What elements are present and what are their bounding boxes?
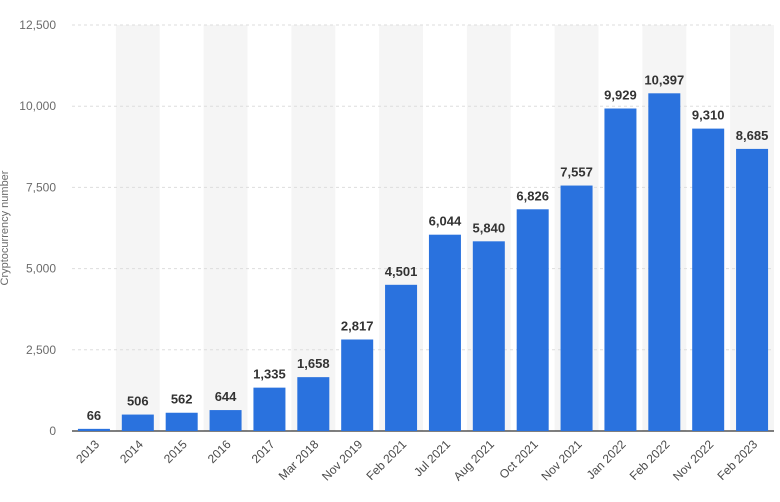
x-tick-label: Mar 2018 <box>276 437 322 483</box>
bar <box>472 241 505 431</box>
bar-value-label: 7,557 <box>560 165 593 180</box>
x-tick-label: 2014 <box>117 437 146 466</box>
x-tick-label: Nov 2021 <box>538 437 584 483</box>
bar-value-label: 9,310 <box>692 108 725 123</box>
bars <box>77 93 769 432</box>
bar <box>516 209 549 431</box>
bar-value-label: 1,658 <box>297 356 330 371</box>
category-band <box>203 25 248 431</box>
bar <box>736 148 769 431</box>
y-tick-label: 7,500 <box>26 180 56 194</box>
bar <box>692 128 725 431</box>
x-tick-label: 2013 <box>73 437 102 466</box>
x-tick-label: 2016 <box>205 437 234 466</box>
y-tick-label: 2,500 <box>26 343 56 357</box>
x-tick-label: 2015 <box>161 437 190 466</box>
bar-value-label: 10,397 <box>644 72 684 87</box>
bar <box>253 387 286 431</box>
y-tick-label: 12,500 <box>19 18 56 32</box>
bar-value-label: 9,929 <box>604 88 637 103</box>
bar <box>165 412 198 431</box>
x-tick-label: Oct 2021 <box>496 437 541 482</box>
value-labels: 66 506 562 644 1,335 1,658 2,817 4,501 6,044 5,84… <box>87 72 769 423</box>
bar-value-label: 6,044 <box>429 214 462 229</box>
x-tick-label: Feb 2022 <box>627 437 673 483</box>
bar-value-label: 644 <box>215 389 237 404</box>
bar-value-label: 5,840 <box>473 220 506 235</box>
bar <box>77 428 110 431</box>
category-band <box>291 25 336 431</box>
y-axis-ticks: 0 2,500 5,000 7,500 10,000 12,500 <box>19 18 56 438</box>
x-tick-label: 2017 <box>249 437 278 466</box>
x-tick-label: Feb 2021 <box>363 437 409 483</box>
bar-value-label: 8,685 <box>736 128 769 143</box>
y-axis-title: Cryptocurrency number <box>0 170 11 285</box>
bar <box>604 108 637 432</box>
bar <box>297 377 330 431</box>
x-tick-label: Jul 2021 <box>411 437 453 479</box>
category-band <box>115 25 160 431</box>
bar-value-label: 2,817 <box>341 319 374 334</box>
y-tick-label: 5,000 <box>26 262 56 276</box>
bar <box>341 339 374 431</box>
bar <box>121 414 154 431</box>
bar-value-label: 562 <box>171 392 193 407</box>
x-tick-label: Jan 2022 <box>584 437 629 482</box>
y-tick-label: 10,000 <box>19 99 56 113</box>
bar-value-label: 6,826 <box>516 188 549 203</box>
bar <box>560 185 593 431</box>
bar-value-label: 1,335 <box>253 367 286 382</box>
x-tick-label: Aug 2021 <box>451 437 497 483</box>
x-tick-label: Nov 2022 <box>670 437 716 483</box>
bar <box>428 234 461 431</box>
y-tick-label: 0 <box>49 424 56 438</box>
x-tick-label: Feb 2023 <box>714 437 760 483</box>
x-tick-label: Nov 2019 <box>319 437 365 483</box>
bar <box>209 410 242 431</box>
bar-value-label: 4,501 <box>385 264 418 279</box>
bar <box>385 284 418 431</box>
bar <box>648 93 681 431</box>
bar-value-label: 506 <box>127 394 149 409</box>
bar-value-label: 66 <box>87 408 101 423</box>
